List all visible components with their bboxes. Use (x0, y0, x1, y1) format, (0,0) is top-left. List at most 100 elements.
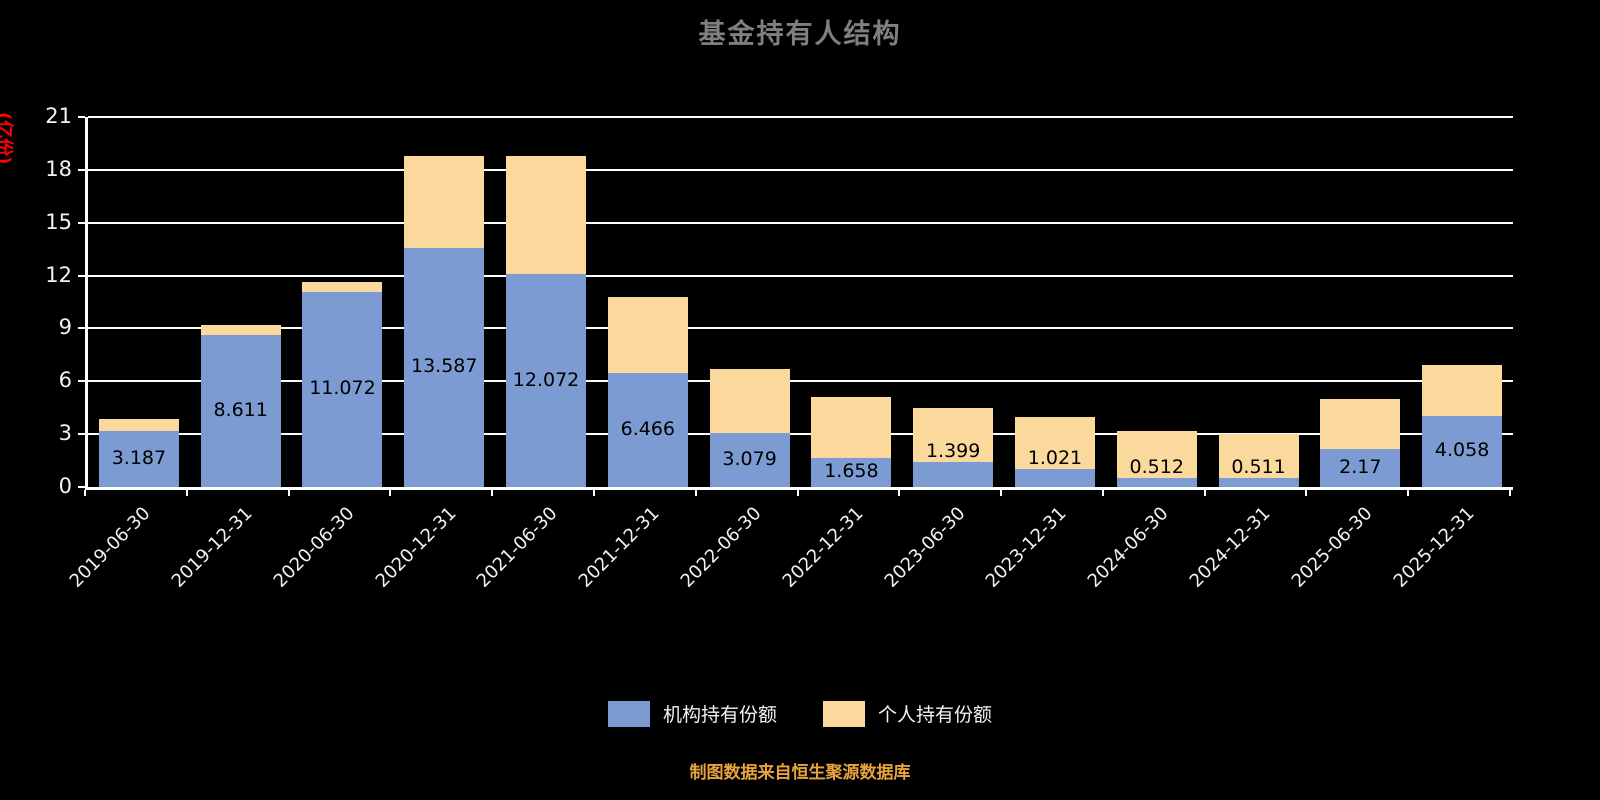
x-tick-mark-3 (389, 490, 392, 496)
x-tick-mark-2 (287, 490, 290, 496)
gridline-y-12 (88, 274, 1513, 277)
x-tick-mark-7 (796, 490, 799, 496)
bar-value-label-2021-12-31: 6.466 (620, 418, 676, 441)
gridline-y-18 (88, 168, 1513, 171)
y-tick-label-3: 3 (58, 421, 72, 446)
bar-value-label-2021-06-30: 12.072 (512, 368, 580, 391)
x-cat-label-2022-12-31: 2022-12-31 (778, 503, 868, 592)
plot-area: 3.187 8.611 11.072 13.587 12.072 6.466 3.079 1.… (85, 116, 1513, 490)
x-tick-mark-13 (1407, 490, 1410, 496)
gridline-y-9 (88, 327, 1513, 330)
bar-personal-2020-06-30 (302, 282, 383, 292)
bar-value-label-2020-12-31: 13.587 (411, 355, 478, 378)
legend-swatch-personal (823, 700, 865, 727)
x-cat-label-2019-06-30: 2019-06-30 (65, 503, 155, 592)
bar-value-label-2024-06-30: 0.512 (1129, 455, 1184, 478)
bar-institution-2020-12-31 (404, 247, 485, 487)
x-cat-label-2024-12-31: 2024-12-31 (1185, 503, 1275, 592)
bar-value-label-2025-12-31: 4.058 (1434, 439, 1490, 462)
bar-value-label-2022-12-31: 1.658 (824, 460, 879, 483)
x-cat-label-2020-12-31: 2020-12-31 (371, 503, 461, 592)
bar-institution-2024-06-30 (1116, 477, 1197, 487)
bar-institution-2021-06-30 (506, 274, 587, 487)
x-cat-label-2025-12-31: 2025-12-31 (1389, 503, 1478, 592)
y-tick-label-21: 21 (45, 104, 72, 128)
x-tick-mark-6 (694, 490, 697, 496)
y-tick-label-6: 6 (58, 368, 72, 393)
y-tick-label-9: 9 (58, 315, 72, 340)
legend-item-personal: 个人持有份额 (823, 700, 992, 727)
x-cat-label-2021-06-30: 2021-06-30 (473, 503, 562, 592)
bar-institution-2019-12-31 (200, 335, 281, 487)
x-cat-label-2020-06-30: 2020-06-30 (269, 503, 359, 592)
bar-value-label-2025-06-30: 2.17 (1339, 455, 1382, 478)
x-tick-mark-12 (1305, 490, 1308, 496)
y-tick-mark-15 (78, 221, 85, 224)
bar-institution-2025-12-31 (1422, 415, 1503, 487)
y-tick-mark-9 (78, 327, 85, 330)
x-tick-mark-8 (898, 490, 901, 496)
bar-institution-2024-12-31 (1218, 478, 1299, 487)
y-tick-label-15: 15 (45, 209, 72, 234)
y-tick-mark-21 (78, 116, 85, 118)
y-tick-label-12: 12 (45, 262, 72, 287)
gridline-y-6 (88, 380, 1513, 383)
chart-footer: 制图数据来自恒生聚源数据库 (689, 763, 911, 783)
legend: 机构持有份额 个人持有份额 (0, 700, 1600, 727)
x-cat-label-2021-12-31: 2021-12-31 (574, 503, 664, 592)
bar-institution-2019-06-30 (98, 430, 179, 487)
y-tick-label-0: 0 (58, 474, 72, 498)
bar-value-label-2023-06-30: 1.399 (925, 440, 981, 463)
legend-swatch-institution (607, 700, 650, 727)
y-tick-mark-18 (78, 168, 85, 171)
y-tick-mark-3 (78, 433, 85, 436)
legend-label-personal: 个人持有份额 (878, 704, 993, 726)
bar-personal-2025-06-30 (1320, 398, 1401, 449)
x-tick-mark-10 (1101, 490, 1104, 496)
bar-personal-2023-12-31 (1014, 416, 1095, 470)
bar-value-label-2019-06-30: 3.187 (111, 446, 167, 469)
x-tick-mark-5 (592, 490, 595, 496)
x-tick-mark-9 (1000, 490, 1003, 496)
y-tick-mark-0 (78, 486, 85, 488)
x-cat-label-2023-06-30: 2023-06-30 (880, 503, 970, 592)
x-cat-label-2019-12-31: 2019-12-31 (167, 503, 257, 592)
bar-institution-2022-12-31 (811, 457, 892, 487)
legend-item-institution: 机构持有份额 (607, 700, 777, 727)
bar-value-label-2022-06-30: 3.079 (722, 447, 777, 470)
x-cat-label-2025-06-30: 2025-06-30 (1287, 503, 1377, 592)
y-tick-label-18: 18 (45, 156, 72, 181)
bar-personal-2022-12-31 (811, 397, 892, 458)
x-cat-label-2023-12-31: 2023-12-31 (981, 503, 1071, 592)
bar-personal-2019-12-31 (200, 324, 281, 336)
x-tick-mark-14 (1509, 490, 1511, 496)
bar-value-label-2023-12-31: 1.021 (1027, 447, 1083, 469)
bar-personal-2024-06-30 (1116, 430, 1197, 478)
gridline-y-15 (88, 221, 1513, 224)
x-tick-mark-0 (84, 490, 86, 496)
x-tick-mark-4 (491, 490, 494, 496)
bar-value-label-2024-12-31: 0.511 (1231, 455, 1286, 478)
bar-personal-2021-12-31 (607, 296, 688, 374)
x-tick-mark-11 (1203, 490, 1206, 496)
bar-institution-2020-06-30 (302, 291, 383, 487)
bar-personal-2025-12-31 (1422, 365, 1503, 416)
bar-personal-2023-06-30 (913, 407, 994, 463)
gridline-y-3 (88, 433, 1513, 436)
bar-value-label-2019-12-31: 8.611 (213, 399, 268, 422)
bar-personal-2020-12-31 (404, 156, 485, 248)
bar-personal-2024-12-31 (1218, 434, 1299, 478)
y-tick-mark-6 (78, 380, 85, 383)
bar-institution-2022-06-30 (709, 432, 790, 487)
bar-personal-2021-06-30 (506, 155, 587, 275)
bar-personal-2019-06-30 (98, 418, 179, 431)
y-tick-mark-12 (78, 274, 85, 277)
bar-institution-2025-06-30 (1320, 448, 1401, 487)
gridline-y-21 (88, 116, 1513, 118)
legend-label-institution: 机构持有份额 (662, 704, 777, 726)
x-tick-mark-1 (185, 490, 188, 496)
x-cat-label-2024-06-30: 2024-06-30 (1083, 503, 1173, 592)
bar-institution-2023-06-30 (913, 462, 994, 487)
x-cat-label-2022-06-30: 2022-06-30 (676, 503, 766, 592)
